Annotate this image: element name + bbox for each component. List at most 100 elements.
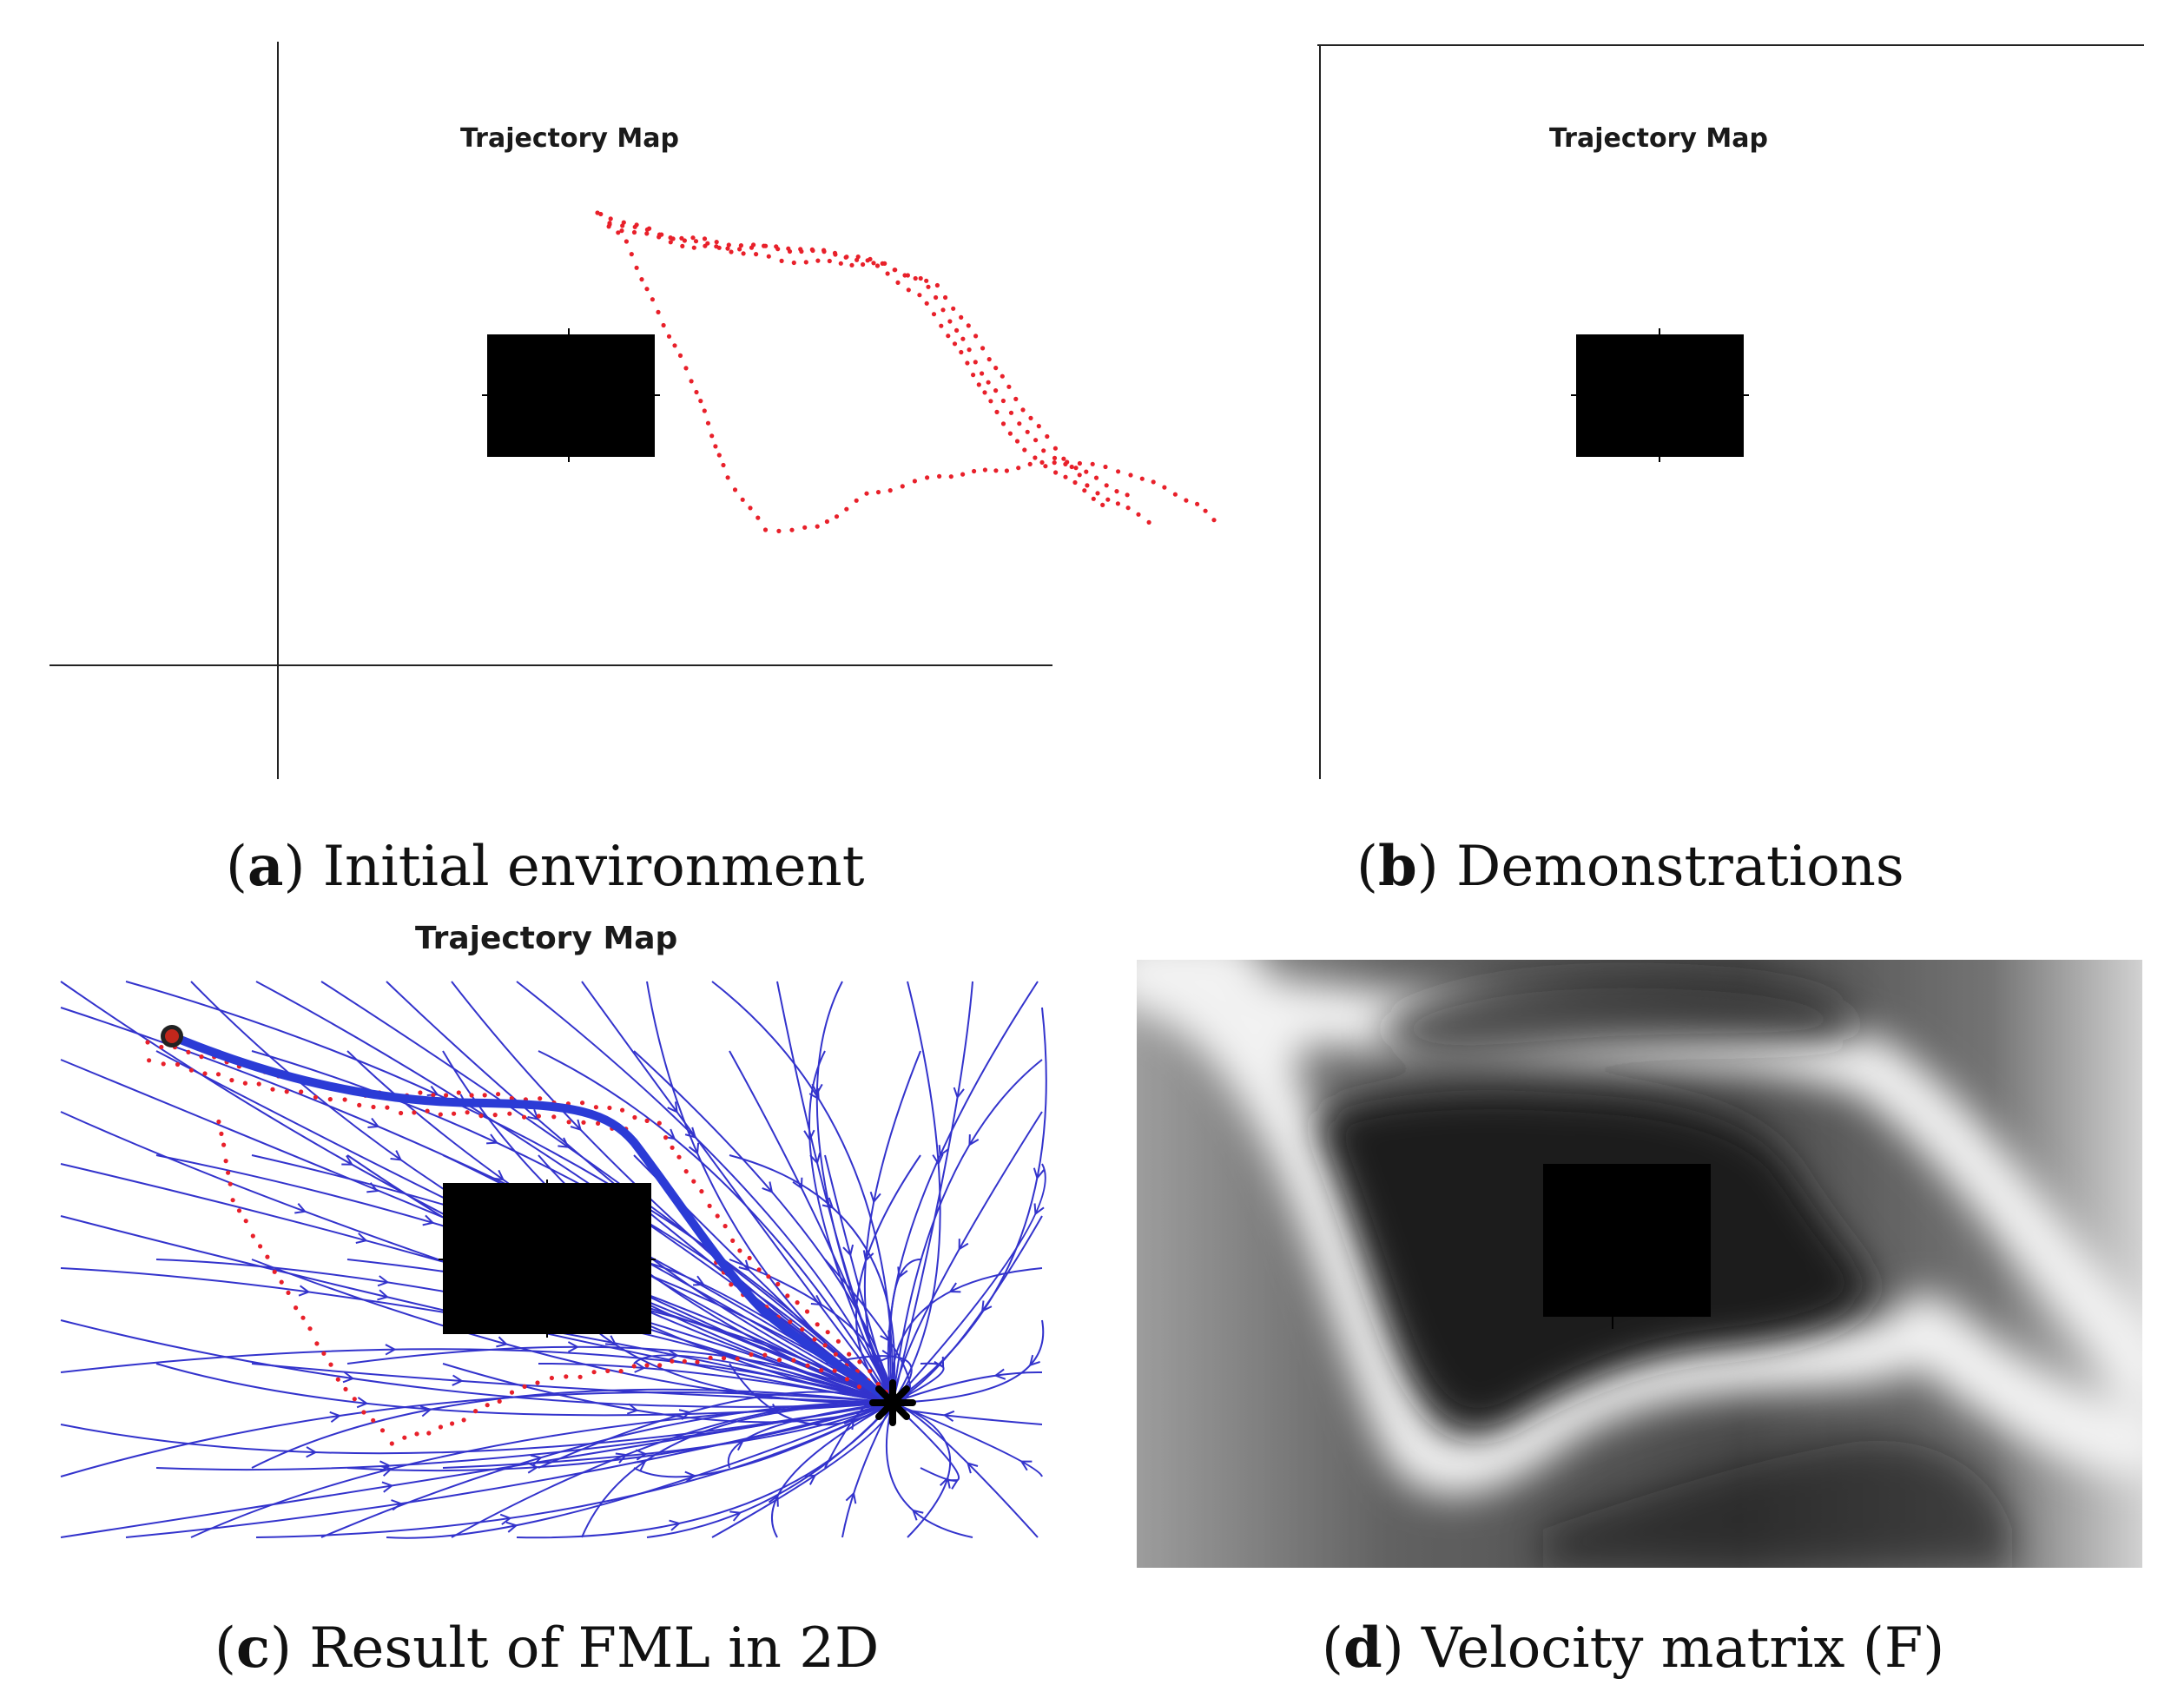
streamline xyxy=(729,1154,896,1404)
demo-point xyxy=(228,1181,233,1186)
streamline xyxy=(538,1391,894,1469)
demo-point xyxy=(800,1326,805,1332)
demo-point xyxy=(536,1114,542,1119)
demo-point xyxy=(682,1358,687,1364)
demo-point xyxy=(1033,455,1038,460)
demo-point xyxy=(469,1093,474,1098)
demo-point xyxy=(967,347,972,353)
streamline-arrow xyxy=(426,1085,439,1097)
streamline-arrow xyxy=(567,1341,580,1353)
demo-point xyxy=(812,1337,817,1342)
demo-point xyxy=(1025,429,1030,434)
streamline-arrow xyxy=(993,1368,1006,1380)
demo-point xyxy=(747,1255,752,1260)
demo-point xyxy=(880,261,885,266)
streamline xyxy=(60,1391,894,1477)
demo-point xyxy=(1172,492,1178,497)
demo-point xyxy=(762,527,769,532)
demo-point xyxy=(799,248,804,254)
demo-point xyxy=(618,1369,624,1374)
demo-point xyxy=(1041,448,1046,453)
streamline-arrow xyxy=(355,1232,368,1245)
demo-point xyxy=(221,1142,227,1147)
demo-point xyxy=(900,484,905,489)
demo-point xyxy=(1016,466,1021,471)
demo-point xyxy=(1093,475,1099,480)
demo-point xyxy=(608,216,613,221)
demo-point xyxy=(1027,461,1033,467)
streamline-arrow xyxy=(527,1108,539,1120)
streamline-arrow xyxy=(669,1519,682,1531)
streamline-arrow xyxy=(958,1239,969,1251)
demo-point xyxy=(751,242,756,248)
demo-point xyxy=(986,357,992,362)
streamline-arrow xyxy=(626,1403,639,1415)
goal-asterisk-icon xyxy=(869,1379,916,1426)
demo-point xyxy=(766,254,771,259)
demo-point xyxy=(668,235,673,241)
streamline-arrow xyxy=(419,1405,432,1418)
demo-point xyxy=(785,1293,790,1299)
demo-point xyxy=(456,1090,461,1095)
demo-point xyxy=(670,1358,675,1364)
streamline xyxy=(442,1402,894,1469)
demo-point xyxy=(699,1189,704,1194)
demo-point xyxy=(509,1390,515,1395)
demo-point xyxy=(824,519,829,525)
streamline-arrow xyxy=(1033,1167,1045,1180)
streamline-arrow xyxy=(688,1142,700,1155)
streamline-arrow xyxy=(1033,1203,1045,1216)
streamline-arrow xyxy=(377,1289,390,1301)
demo-point xyxy=(1000,421,1006,426)
demo-point xyxy=(485,1403,490,1408)
streamline-arrow xyxy=(980,1300,993,1313)
demonstration-points-b xyxy=(595,210,1217,534)
demo-point xyxy=(993,366,999,371)
demo-point xyxy=(986,380,991,385)
streamlines xyxy=(60,981,1047,1539)
streamline-arrow xyxy=(932,1153,944,1166)
demo-point xyxy=(1082,488,1087,493)
demo-point xyxy=(1014,439,1020,444)
demo-point xyxy=(738,243,743,248)
demo-point xyxy=(776,1358,782,1363)
demo-point xyxy=(993,388,999,393)
learned-path xyxy=(168,1032,897,1407)
demo-point xyxy=(737,247,742,252)
demo-point xyxy=(509,1095,514,1101)
demo-point xyxy=(702,236,708,241)
demo-point xyxy=(1072,479,1078,486)
demo-point xyxy=(272,1269,277,1274)
demo-point xyxy=(1139,476,1145,481)
demo-point xyxy=(507,1111,512,1116)
streamline xyxy=(824,1154,894,1404)
demo-point xyxy=(215,1072,221,1077)
demo-point xyxy=(1103,464,1108,470)
streamline xyxy=(633,1402,894,1478)
demo-point xyxy=(564,1374,569,1379)
demo-point xyxy=(1052,455,1058,461)
demo-point xyxy=(714,244,719,249)
demo-point xyxy=(754,252,759,257)
demo-point xyxy=(795,1300,800,1305)
demo-point xyxy=(538,1096,543,1101)
demo-point xyxy=(726,242,731,248)
streamline-arrow xyxy=(811,1083,823,1095)
demo-point xyxy=(668,240,673,245)
demo-point xyxy=(478,1114,484,1119)
streamline-arrow xyxy=(1019,1460,1033,1471)
streamline xyxy=(386,981,894,1404)
streamline xyxy=(854,1154,921,1404)
demo-point xyxy=(905,273,910,278)
demo-point xyxy=(838,261,843,266)
demo-point xyxy=(802,525,808,530)
streamline-arrow xyxy=(634,1361,646,1373)
demo-point xyxy=(634,265,639,270)
demo-point xyxy=(450,1421,455,1426)
demo-point xyxy=(1045,433,1050,439)
demo-point xyxy=(854,498,859,503)
demo-point xyxy=(740,497,745,502)
demo-point xyxy=(343,1386,348,1391)
streamline xyxy=(60,1348,894,1404)
demo-point xyxy=(885,271,890,276)
